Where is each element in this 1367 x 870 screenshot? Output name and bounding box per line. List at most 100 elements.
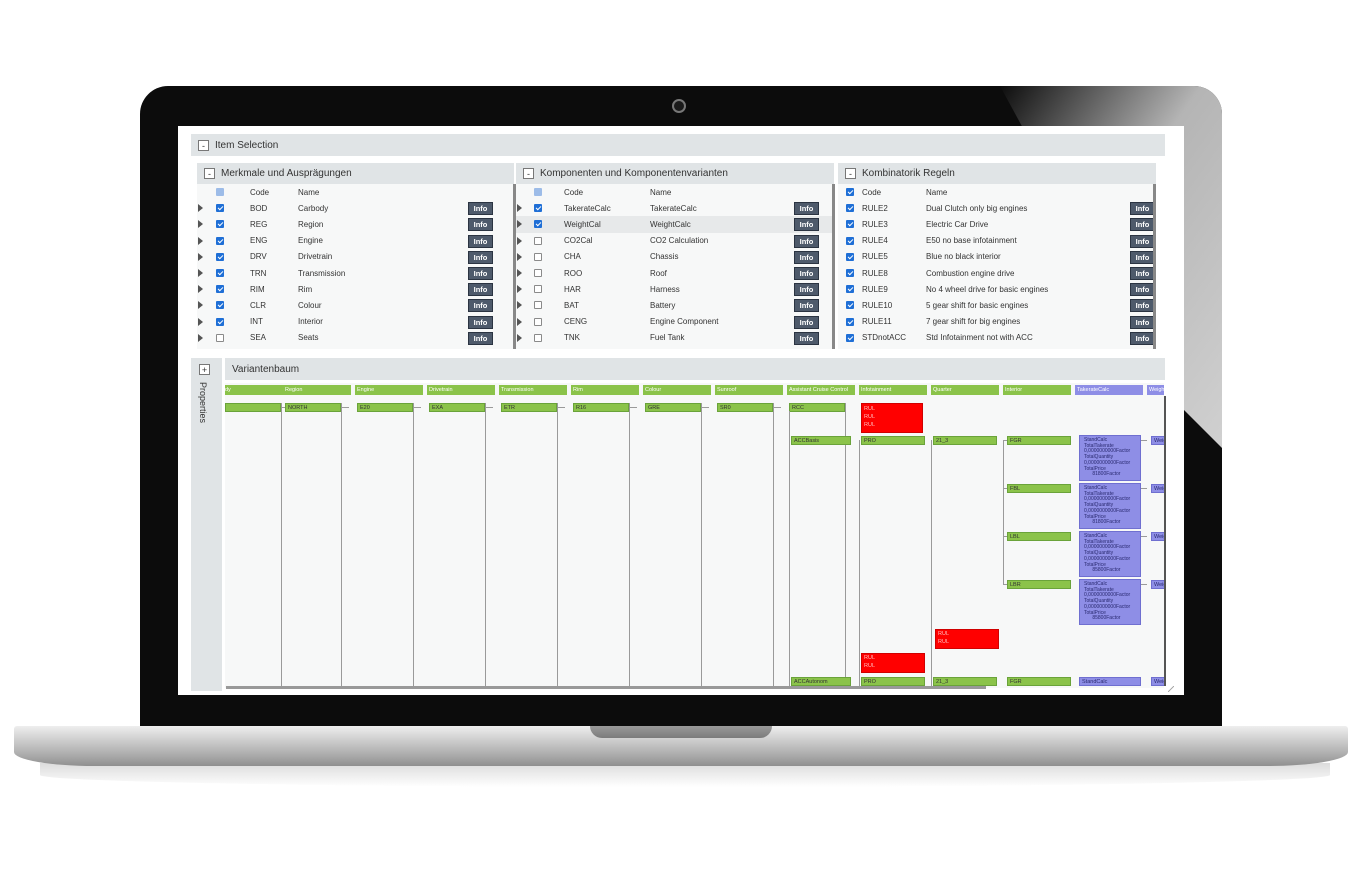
table-row[interactable]: RIM Rim Info bbox=[197, 281, 514, 297]
expand-arrow-icon[interactable] bbox=[198, 236, 203, 245]
expand-arrow-icon[interactable] bbox=[198, 285, 203, 294]
select-all-checkbox[interactable] bbox=[216, 188, 224, 196]
info-button[interactable]: Info bbox=[1130, 299, 1155, 313]
info-button[interactable]: Info bbox=[468, 331, 493, 345]
info-button[interactable]: Info bbox=[1130, 218, 1155, 232]
info-button[interactable]: Info bbox=[468, 299, 493, 313]
info-button[interactable]: Info bbox=[468, 315, 493, 329]
table-row[interactable]: HAR Harness Info bbox=[516, 281, 834, 297]
row-checkbox[interactable] bbox=[846, 301, 854, 310]
weight-node[interactable]: Weig bbox=[1151, 532, 1164, 541]
table-row[interactable]: ENG Engine Info bbox=[197, 233, 514, 249]
tree-node[interactable]: ACCBasis bbox=[791, 436, 851, 445]
row-checkbox[interactable] bbox=[216, 220, 224, 229]
table-row[interactable]: RULE3 Electric Car Drive Info bbox=[838, 216, 1156, 232]
table-row[interactable]: TakerateCalc TakerateCalc Info bbox=[516, 200, 834, 216]
expand-arrow-icon[interactable] bbox=[517, 252, 522, 261]
info-button[interactable]: Info bbox=[794, 250, 819, 264]
expand-arrow-icon[interactable] bbox=[198, 220, 203, 229]
table-row[interactable]: RULE8 Combustion engine drive Info bbox=[838, 265, 1156, 281]
table-row[interactable]: RULE10 5 gear shift for basic engines Info bbox=[838, 297, 1156, 313]
tree-node[interactable]: 21_3 bbox=[933, 677, 997, 686]
row-checkbox[interactable] bbox=[534, 268, 542, 277]
row-checkbox[interactable] bbox=[216, 333, 224, 342]
tree-node[interactable]: LBL bbox=[1007, 532, 1071, 541]
tree-node[interactable]: FGR bbox=[1007, 436, 1071, 445]
tree-node[interactable]: GRE bbox=[645, 403, 701, 412]
calc-node[interactable]: StandCalc bbox=[1079, 677, 1141, 686]
expand-arrow-icon[interactable] bbox=[517, 268, 522, 277]
row-checkbox[interactable] bbox=[846, 333, 854, 342]
tree-node[interactable]: PRO bbox=[861, 677, 925, 686]
info-button[interactable]: Info bbox=[794, 234, 819, 248]
row-checkbox[interactable] bbox=[216, 204, 224, 213]
table-row[interactable]: TRN Transmission Info bbox=[197, 265, 514, 281]
rule-violation-node[interactable]: RUL RUL bbox=[935, 629, 999, 649]
table-row[interactable]: TNK Fuel Tank Info bbox=[516, 330, 834, 346]
tree-node[interactable]: SR0 bbox=[717, 403, 773, 412]
expand-arrow-icon[interactable] bbox=[198, 204, 203, 213]
tree-node[interactable]: NORTH bbox=[285, 403, 341, 412]
table-row[interactable]: REG Region Info bbox=[197, 216, 514, 232]
expand-arrow-icon[interactable] bbox=[198, 252, 203, 261]
row-checkbox[interactable] bbox=[534, 236, 542, 245]
info-button[interactable]: Info bbox=[794, 331, 819, 345]
info-button[interactable]: Info bbox=[1130, 315, 1155, 329]
info-button[interactable]: Info bbox=[468, 218, 493, 232]
table-row[interactable]: RULE5 Blue no black interior Info bbox=[838, 249, 1156, 265]
expand-arrow-icon[interactable] bbox=[517, 236, 522, 245]
item-selection-collapse-button[interactable]: - bbox=[198, 139, 209, 151]
expand-arrow-icon[interactable] bbox=[517, 301, 522, 310]
tree-node[interactable] bbox=[225, 403, 281, 412]
calc-node[interactable]: StandCalc TotalTakerate 0,0000000000Fact… bbox=[1079, 531, 1141, 577]
components-collapse-button[interactable]: - bbox=[523, 168, 534, 179]
table-row[interactable]: WeightCal WeightCalc Info bbox=[516, 216, 834, 233]
weight-node[interactable]: Weig bbox=[1151, 484, 1164, 493]
tree-node[interactable]: 21_3 bbox=[933, 436, 997, 445]
weight-node[interactable]: Weig bbox=[1151, 580, 1164, 589]
tree-node[interactable]: RCC bbox=[789, 403, 845, 412]
table-row[interactable]: STDnotACC Std Infotainment not with ACC In… bbox=[838, 330, 1156, 346]
info-button[interactable]: Info bbox=[1130, 283, 1155, 297]
resize-handle-icon[interactable] bbox=[1168, 686, 1174, 692]
row-checkbox[interactable] bbox=[846, 220, 854, 229]
table-row[interactable]: RULE11 7 gear shift for big engines Info bbox=[838, 314, 1156, 330]
calc-node[interactable]: StandCalc TotalTakerate 0,0000000000Fact… bbox=[1079, 483, 1141, 529]
tree-node[interactable]: FGR bbox=[1007, 677, 1071, 686]
row-checkbox[interactable] bbox=[216, 285, 224, 294]
table-row[interactable]: RULE2 Dual Clutch only big engines Info bbox=[838, 200, 1156, 216]
row-checkbox[interactable] bbox=[846, 285, 854, 294]
row-checkbox[interactable] bbox=[534, 252, 542, 261]
weight-node[interactable]: Weig bbox=[1151, 436, 1164, 445]
rule-violation-node[interactable]: RUL RUL bbox=[861, 653, 925, 673]
calc-node[interactable]: StandCalc TotalTakerate 0,0000000000Fact… bbox=[1079, 435, 1141, 481]
table-row[interactable]: BOD Carbody Info bbox=[197, 200, 514, 216]
expand-arrow-icon[interactable] bbox=[198, 317, 203, 326]
tree-node[interactable]: EXA bbox=[429, 403, 485, 412]
table-row[interactable]: DRV Drivetrain Info bbox=[197, 249, 514, 265]
variant-tree-canvas[interactable]: dy Region Engine Drivetrain Transmission Rim C… bbox=[225, 383, 1164, 688]
info-button[interactable]: Info bbox=[468, 250, 493, 264]
row-checkbox[interactable] bbox=[216, 252, 224, 261]
table-row[interactable]: CLR Colour Info bbox=[197, 297, 514, 313]
properties-expand-button[interactable]: + bbox=[199, 364, 210, 375]
info-button[interactable]: Info bbox=[1130, 250, 1155, 264]
components-scrollbar[interactable] bbox=[832, 184, 835, 349]
table-row[interactable]: BAT Battery Info bbox=[516, 297, 834, 313]
table-row[interactable]: SEA Seats Info bbox=[197, 330, 514, 346]
row-checkbox[interactable] bbox=[534, 204, 542, 213]
table-row[interactable]: INT Interior Info bbox=[197, 314, 514, 330]
calc-node[interactable]: StandCalc TotalTakerate 0,0000000000Fact… bbox=[1079, 579, 1141, 625]
table-row[interactable]: ROO Roof Info bbox=[516, 265, 834, 281]
info-button[interactable]: Info bbox=[468, 202, 493, 216]
tree-node[interactable]: LBR bbox=[1007, 580, 1071, 589]
tree-node[interactable]: E20 bbox=[357, 403, 413, 412]
expand-arrow-icon[interactable] bbox=[198, 268, 203, 277]
tree-node[interactable]: ETR bbox=[501, 403, 557, 412]
table-row[interactable]: RULE9 No 4 wheel drive for basic engines I… bbox=[838, 281, 1156, 297]
expand-arrow-icon[interactable] bbox=[517, 220, 522, 229]
row-checkbox[interactable] bbox=[216, 301, 224, 310]
row-checkbox[interactable] bbox=[846, 268, 854, 277]
tree-node[interactable]: PRO bbox=[861, 436, 925, 445]
tree-vertical-scrollbar[interactable] bbox=[1164, 396, 1166, 686]
